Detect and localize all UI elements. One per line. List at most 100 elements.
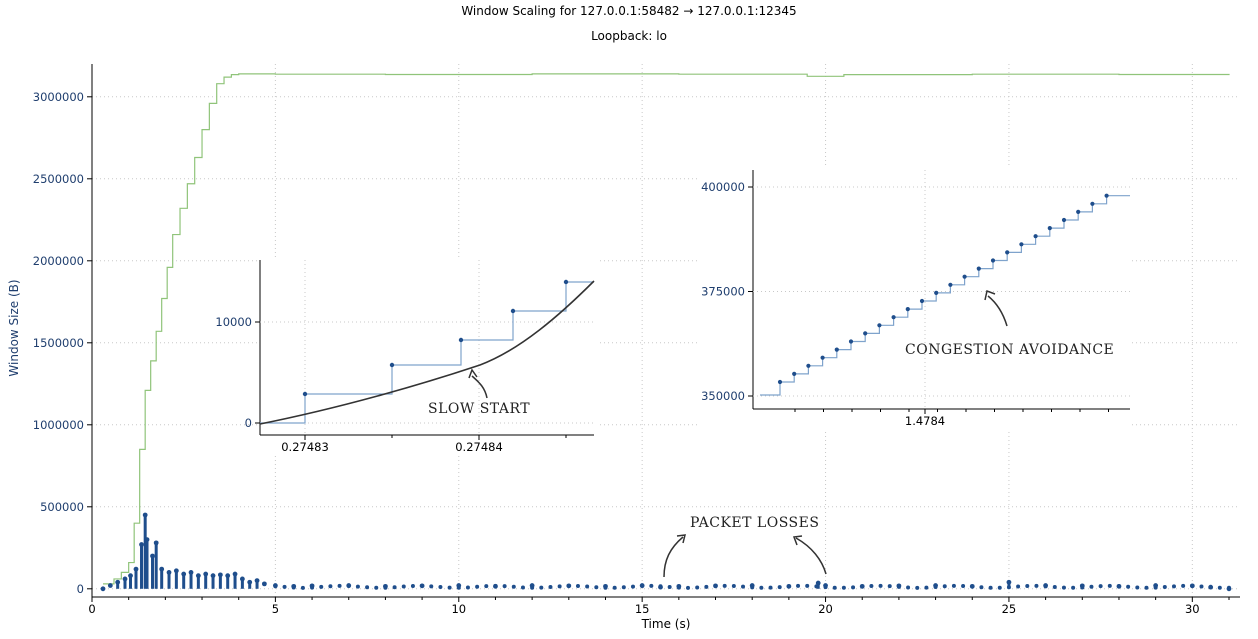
segment-point (731, 584, 736, 589)
y-tick-label: 1000000 (33, 418, 84, 432)
segment-point (420, 583, 425, 588)
segment-point (722, 583, 727, 588)
segment-point (166, 570, 172, 575)
inset1-x-tick-label: 0.27483 (281, 440, 329, 454)
inset2-point (848, 339, 854, 344)
segment-point (557, 584, 562, 589)
segment-point (860, 584, 865, 589)
segment-point (649, 583, 654, 588)
segment-point (100, 586, 106, 592)
segment-point (273, 584, 278, 589)
segment-point (261, 581, 267, 587)
segment-point (896, 584, 901, 589)
segment-point (181, 571, 187, 577)
segment-point (337, 583, 342, 588)
segment-point (1181, 583, 1186, 588)
segment-point (1126, 584, 1131, 589)
segment-point (997, 585, 1002, 590)
chart-title: Window Scaling for 127.0.0.1:58482 → 127… (461, 4, 796, 18)
segment-point (658, 584, 663, 589)
segment-point (915, 585, 920, 590)
segment-point (217, 572, 223, 578)
segment-point (777, 585, 782, 590)
series-layer (100, 73, 1232, 592)
segment-point (142, 512, 148, 518)
segment-point (502, 584, 507, 589)
x-tick-label: 5 (272, 602, 279, 616)
segment-point (869, 584, 874, 589)
segment-point (1217, 585, 1222, 590)
x-tick-label: 20 (818, 602, 833, 616)
segment-point (1006, 579, 1012, 585)
inset2-point (1090, 201, 1095, 206)
x-tick-label: 10 (451, 602, 466, 616)
x-axis-label: Time (s) (641, 617, 691, 631)
segment-point (741, 584, 746, 589)
segment-point (355, 584, 360, 589)
inset2-point (863, 331, 868, 336)
inset2-y-tick-label: 375000 (701, 285, 745, 299)
axes: 0 5 10 15 20 25 30 0 500000 1000000 1500000 2000000… (33, 64, 1240, 616)
segment-point (1034, 583, 1039, 588)
segment-point (511, 584, 516, 589)
segment-point (410, 583, 415, 588)
segment-point (133, 566, 139, 572)
inset1-step-line (260, 281, 594, 424)
segment-point (603, 585, 608, 590)
inset-congestion-avoidance: 1.4784 350000 375000 400000 CONGESTION AVOI… (700, 168, 1132, 430)
segment-point (796, 583, 801, 588)
inset1-y-tick-label: 0 (245, 416, 252, 430)
inset2-point (1005, 250, 1010, 255)
segment-point (750, 585, 755, 590)
segment-point (1006, 585, 1011, 590)
segment-point (107, 583, 113, 588)
segment-point (676, 585, 681, 590)
segment-point (704, 584, 709, 589)
x-tick-label: 30 (1185, 602, 1200, 616)
inset1-point (389, 362, 395, 368)
inset2-annotation: CONGESTION AVOIDANCE (905, 342, 1114, 358)
y-tick-label: 2500000 (33, 172, 84, 186)
segment-point (713, 584, 718, 589)
segment-point (878, 583, 883, 588)
inset2-point (990, 258, 996, 263)
segment-point (173, 568, 179, 574)
segment-point (1226, 585, 1231, 590)
segment-point (159, 566, 165, 572)
segment-point (401, 584, 406, 589)
inset2-step-line (760, 195, 1130, 396)
inset2-point (834, 347, 839, 352)
segment-point (1080, 585, 1085, 590)
segment-point (640, 583, 645, 588)
inset2-point (891, 315, 896, 320)
x-tick-label: 25 (1002, 602, 1017, 616)
window-size-line (103, 73, 1230, 585)
segment-point (1144, 585, 1149, 590)
segment-point (1071, 585, 1076, 590)
inset2-y-tick-label: 400000 (701, 180, 745, 194)
y-tick-label: 1500000 (33, 336, 84, 350)
segment-point (1043, 584, 1048, 589)
inset2-point (1061, 217, 1067, 223)
segment-point (933, 584, 938, 589)
inset2-point (962, 274, 967, 279)
segment-point (621, 585, 626, 590)
segment-point (153, 540, 159, 546)
segment-point (122, 576, 128, 582)
segment-point (667, 584, 672, 589)
segment-point (575, 583, 580, 588)
inset2-point (1047, 226, 1052, 231)
segment-point (530, 585, 535, 590)
segment-point (247, 579, 253, 585)
segment-point (232, 571, 238, 577)
segment-point (438, 585, 443, 590)
packet-losses-label: PACKET LOSSES (690, 515, 819, 531)
inset2-point (934, 290, 939, 295)
segment-point (566, 583, 571, 588)
segment-point (841, 585, 846, 590)
segment-point (988, 585, 993, 590)
segment-point (1199, 584, 1204, 589)
segment-point (961, 584, 966, 589)
segment-point (695, 585, 700, 590)
segment-point (951, 583, 956, 588)
